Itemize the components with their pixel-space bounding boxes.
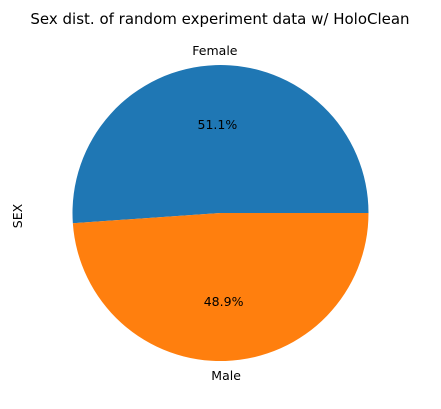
percent-label-male: 48.9% [204,294,244,309]
y-axis-label: SEX [10,203,25,228]
pie-slice-male [72,213,369,362]
pie-labels: Female 51.1% Male 48.9% [192,43,243,383]
percent-label-female: 51.1% [198,117,238,132]
pie-slice-female [72,65,369,224]
slice-label-female: Female [192,43,238,58]
slice-label-male: Male [211,368,241,383]
chart-title: Sex dist. of random experiment data w/ H… [30,10,409,28]
pie-slices [72,65,369,362]
